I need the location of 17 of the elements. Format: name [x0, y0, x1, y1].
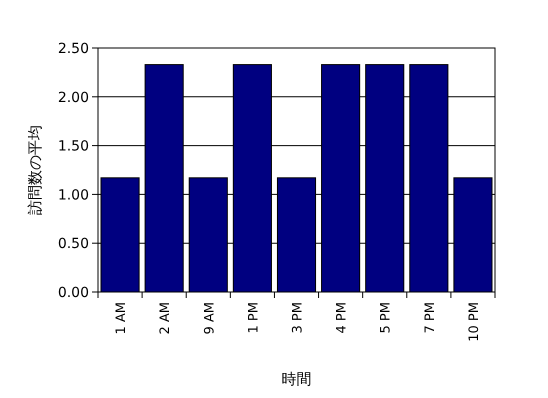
x-tick-label: 10 PM	[466, 302, 482, 342]
x-axis-title: 時間	[282, 370, 312, 388]
y-tick-label: 1.50	[58, 138, 89, 155]
y-tick-label: 1.00	[58, 187, 89, 204]
x-tick-label: 1 AM	[114, 302, 130, 335]
y-tick-label: 2.00	[58, 90, 89, 106]
x-tick-label: 1 PM	[246, 302, 262, 334]
y-tick-label: 2.50	[58, 41, 89, 57]
y-axis-title: 訪問数の平均	[26, 125, 44, 215]
y-tick-label: 0.50	[58, 236, 89, 252]
x-tick-label: 7 PM	[422, 302, 438, 334]
y-tick-label: 0.00	[58, 285, 89, 301]
x-tick-label: 2 AM	[158, 302, 174, 335]
x-tick-label: 9 AM	[202, 302, 218, 335]
x-tick-label: 4 PM	[334, 302, 350, 334]
x-tick-label: 3 PM	[290, 302, 306, 334]
x-tick-label: 5 PM	[378, 302, 394, 334]
